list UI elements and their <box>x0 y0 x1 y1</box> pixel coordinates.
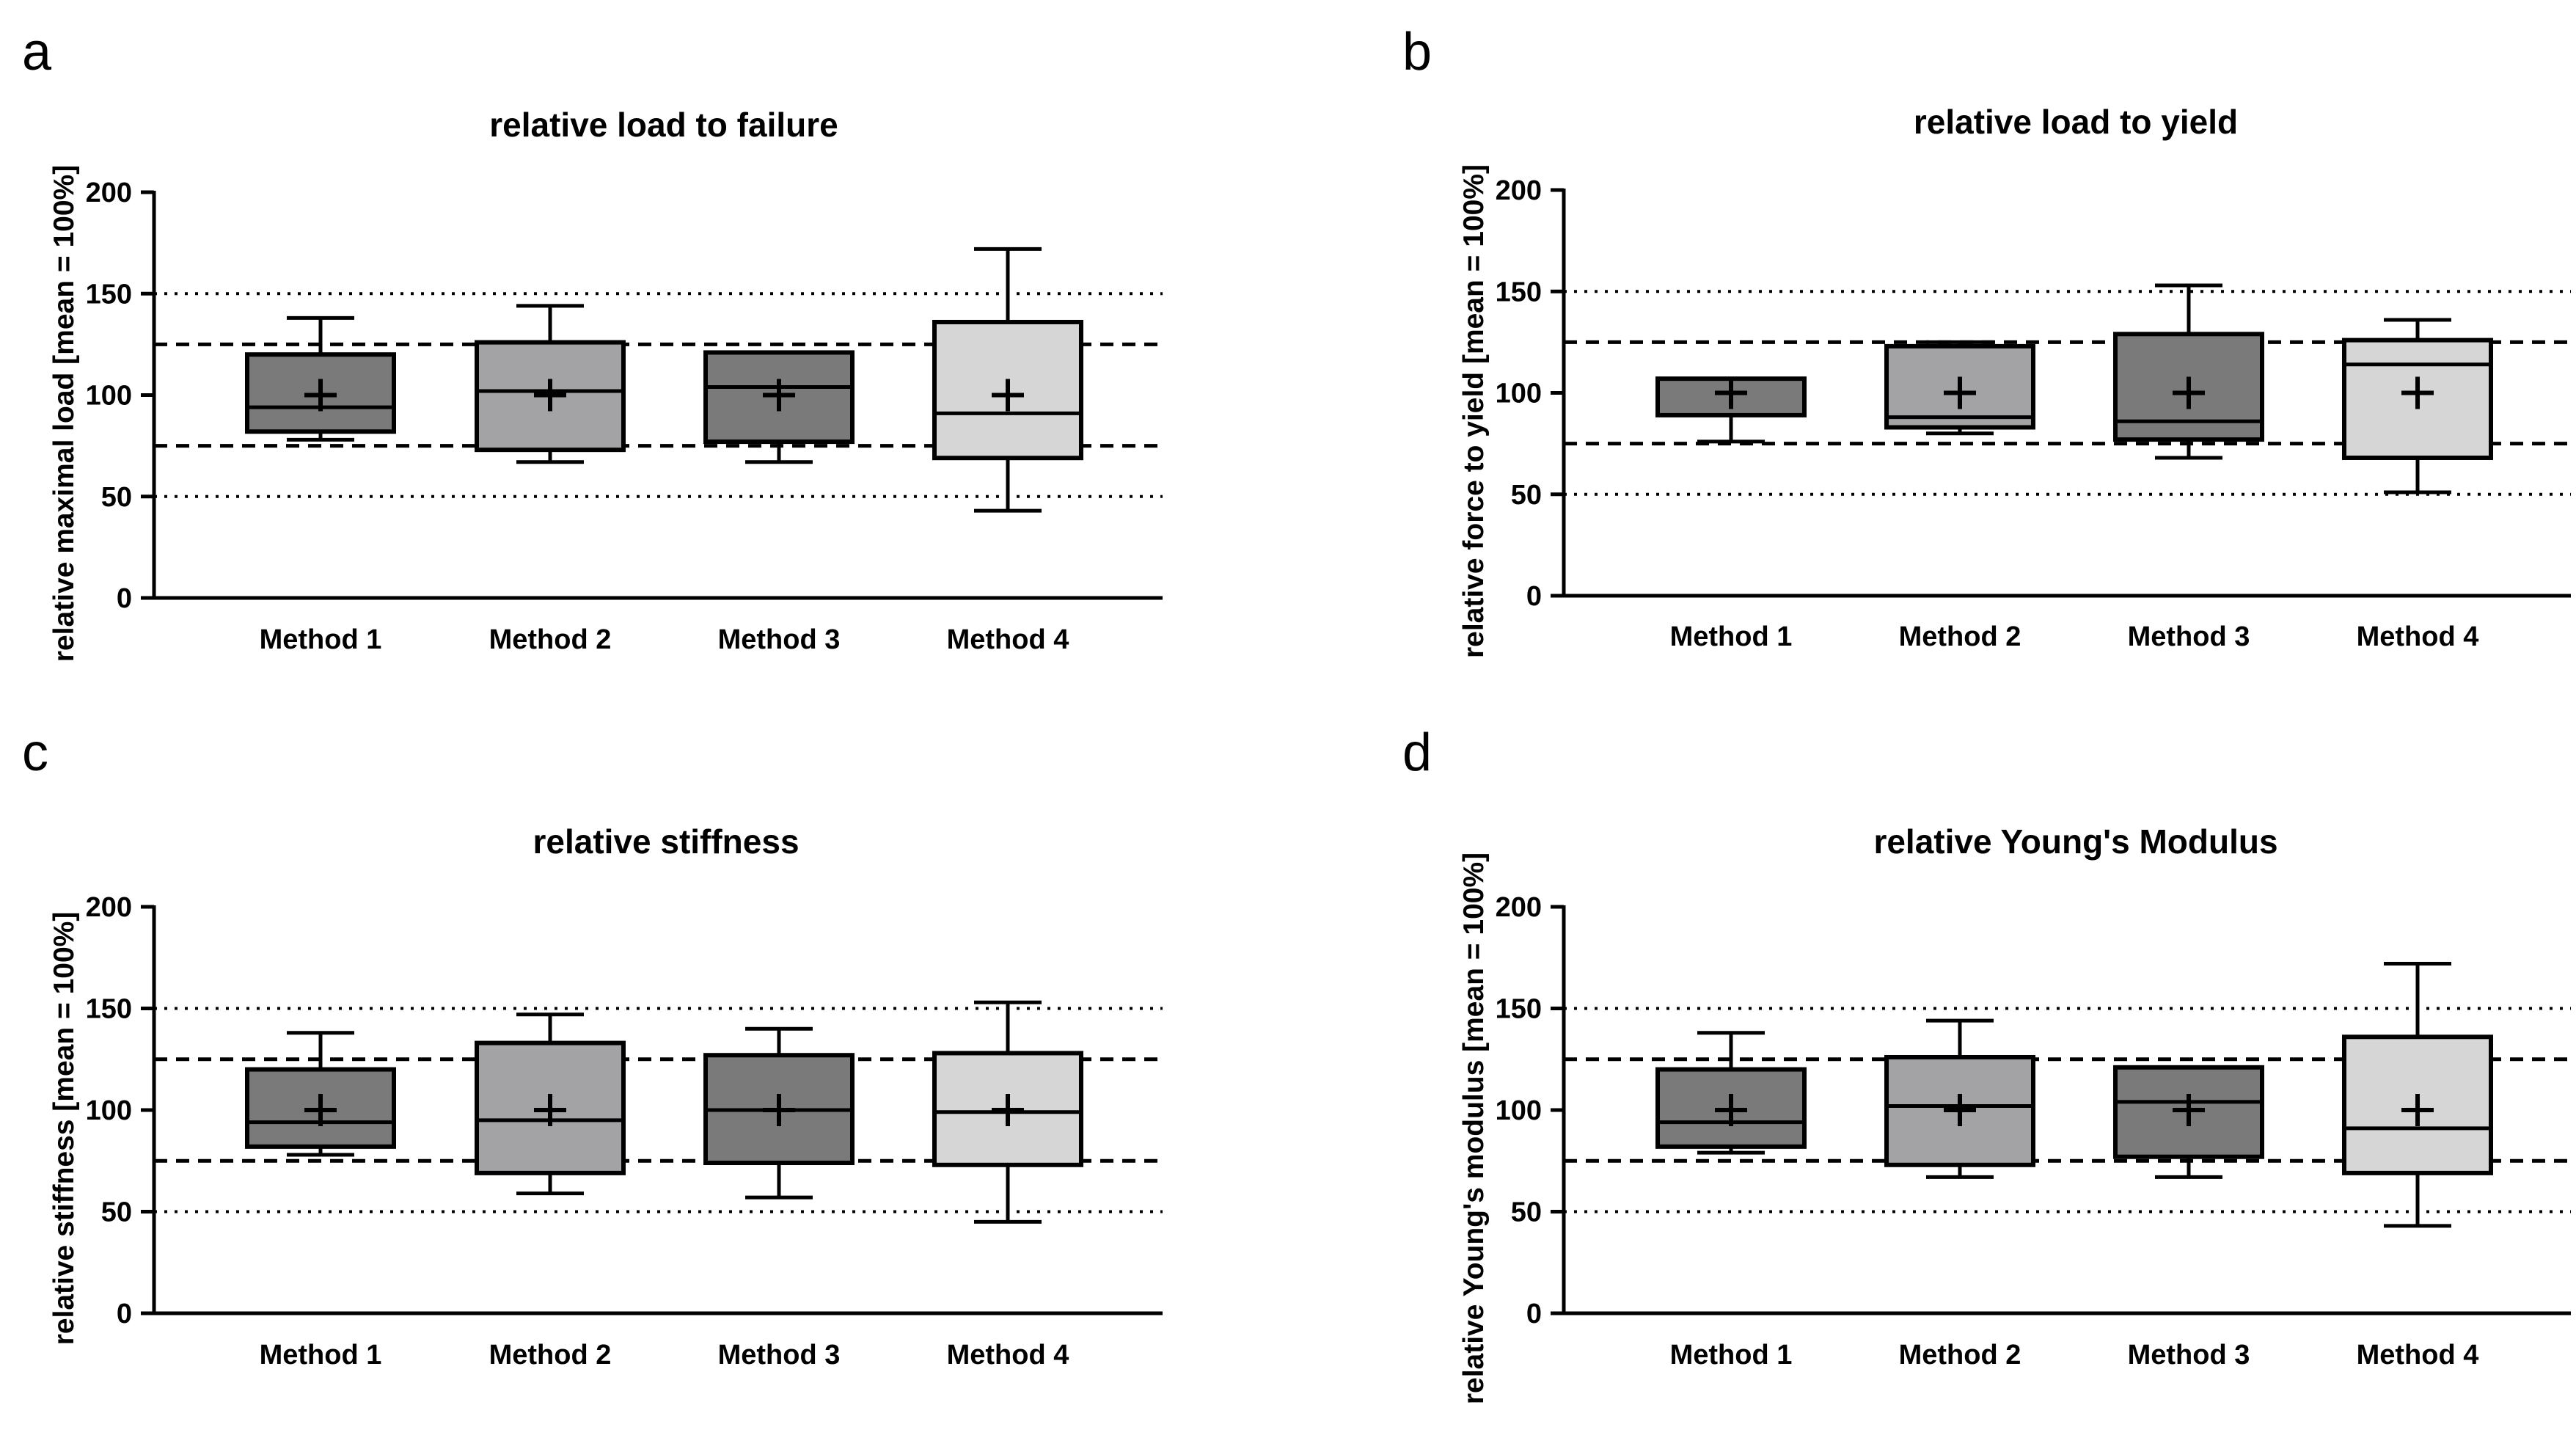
x-category-label: Method 3 <box>2128 1340 2250 1370</box>
box-3 <box>2113 283 2264 460</box>
x-category-label: Method 3 <box>2128 621 2250 652</box>
y-tick-label: 200 <box>86 892 132 923</box>
panel-letter: a <box>22 23 52 81</box>
y-tick-label: 200 <box>1496 892 1542 923</box>
x-category-label: Method 1 <box>260 1340 382 1370</box>
y-tick-label: 50 <box>1511 480 1542 511</box>
x-category-label: Method 4 <box>947 1340 1069 1370</box>
x-category-label: Method 4 <box>2357 621 2479 652</box>
panel-letter: c <box>22 723 48 782</box>
box-4 <box>932 247 1083 513</box>
x-category-label: Method 2 <box>489 1340 612 1370</box>
x-category-label: Method 4 <box>947 624 1069 655</box>
y-tick-label: 150 <box>86 994 132 1025</box>
y-tick-label: 100 <box>86 381 132 412</box>
y-axis-label: relative force to yield [mean = 100%] <box>1458 164 1490 658</box>
y-tick-label: 100 <box>1496 379 1542 409</box>
x-category-label: Method 2 <box>1899 621 2021 652</box>
x-category-label: Method 3 <box>718 624 841 655</box>
chart-title: relative load to failure <box>489 106 838 144</box>
panel-letter: d <box>1402 723 1432 782</box>
y-tick-label: 50 <box>1511 1197 1542 1228</box>
x-category-label: Method 3 <box>718 1340 841 1370</box>
y-tick-label: 150 <box>1496 994 1542 1025</box>
box-2 <box>475 1012 626 1196</box>
chart-title: relative stiffness <box>533 822 799 861</box>
box-2 <box>1884 1018 2035 1179</box>
box-4 <box>2342 962 2493 1228</box>
y-tick-label: 150 <box>86 279 132 310</box>
y-tick-label: 100 <box>1496 1095 1542 1126</box>
box-1 <box>1655 376 1807 444</box>
chart-panel-a: a relative load to failure relative maxima… <box>22 23 1163 662</box>
y-tick-label: 0 <box>1526 1299 1542 1329</box>
x-category-label: Method 1 <box>1670 1340 1793 1370</box>
box-4 <box>2342 318 2493 494</box>
box-1 <box>245 315 396 442</box>
box-4 <box>932 1000 1083 1224</box>
box-2 <box>1884 340 2035 436</box>
y-tick-label: 0 <box>117 583 132 614</box>
y-tick-label: 50 <box>101 1197 132 1228</box>
y-axis-label: relative Young's modulus [mean = 100%] <box>1458 853 1490 1404</box>
box-2 <box>475 304 626 464</box>
y-axis-label: relative maximal load [mean = 100%] <box>48 165 80 662</box>
chart-panel-b: b relative load to yield relative force to… <box>1402 23 2571 658</box>
chart-title: relative load to yield <box>1914 103 2238 141</box>
y-axis-label: relative stiffness [mean = 100%] <box>48 912 80 1346</box>
y-tick-label: 0 <box>1526 581 1542 612</box>
panel-letter: b <box>1402 23 1432 81</box>
y-tick-label: 200 <box>86 178 132 208</box>
x-category-label: Method 1 <box>1670 621 1793 652</box>
y-tick-label: 0 <box>117 1299 132 1329</box>
box-3 <box>2113 1065 2264 1179</box>
chart-panel-c: c relative stiffness relative stiffness [m… <box>22 723 1163 1370</box>
box-1 <box>1655 1031 1807 1155</box>
chart-panel-d: d relative Young's Modulus relative Young'… <box>1402 723 2571 1404</box>
x-category-label: Method 1 <box>260 624 382 655</box>
y-tick-label: 100 <box>86 1095 132 1126</box>
box-3 <box>703 1026 855 1200</box>
x-category-label: Method 2 <box>1899 1340 2021 1370</box>
x-category-label: Method 2 <box>489 624 612 655</box>
x-category-label: Method 4 <box>2357 1340 2479 1370</box>
chart-title: relative Young's Modulus <box>1873 822 2277 861</box>
box-3 <box>703 350 855 464</box>
y-tick-label: 200 <box>1496 175 1542 206</box>
y-tick-label: 50 <box>101 482 132 513</box>
box-1 <box>245 1031 396 1157</box>
y-tick-label: 150 <box>1496 277 1542 307</box>
